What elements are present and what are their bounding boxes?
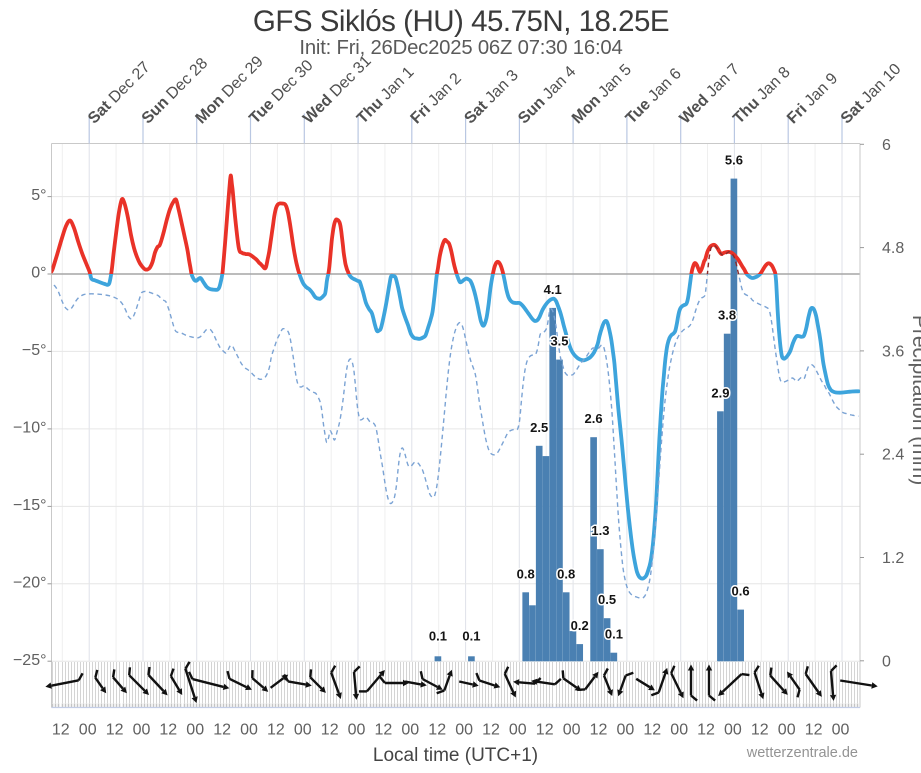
svg-text:12: 12 — [643, 722, 661, 739]
svg-text:0.1: 0.1 — [605, 627, 623, 642]
svg-text:00: 00 — [778, 722, 796, 739]
svg-text:0.1: 0.1 — [462, 629, 480, 644]
svg-text:wetterzentrale.de: wetterzentrale.de — [746, 745, 858, 761]
svg-text:2.6: 2.6 — [585, 411, 603, 426]
svg-text:4.1: 4.1 — [544, 282, 562, 297]
svg-text:12: 12 — [428, 722, 446, 739]
svg-text:−20°: −20° — [13, 574, 47, 591]
svg-text:00: 00 — [724, 722, 742, 739]
svg-text:−25°: −25° — [13, 652, 47, 669]
svg-text:0°: 0° — [31, 265, 46, 282]
svg-text:00: 00 — [563, 722, 581, 739]
svg-text:0.6: 0.6 — [732, 584, 750, 599]
svg-text:00: 00 — [509, 722, 527, 739]
svg-text:12: 12 — [213, 722, 231, 739]
svg-text:0.5: 0.5 — [598, 592, 616, 607]
svg-text:12: 12 — [267, 722, 285, 739]
svg-text:12: 12 — [106, 722, 124, 739]
svg-text:00: 00 — [186, 722, 204, 739]
svg-text:6: 6 — [882, 137, 891, 154]
svg-text:12: 12 — [321, 722, 339, 739]
svg-text:12: 12 — [482, 722, 500, 739]
svg-text:Precipitation (mm): Precipitation (mm) — [908, 315, 921, 485]
svg-text:12: 12 — [751, 722, 769, 739]
svg-text:00: 00 — [240, 722, 258, 739]
svg-text:00: 00 — [670, 722, 688, 739]
svg-text:5°: 5° — [31, 187, 46, 204]
svg-text:2.5: 2.5 — [530, 420, 548, 435]
svg-text:−5°: −5° — [22, 342, 47, 359]
svg-text:−15°: −15° — [13, 497, 47, 514]
svg-text:3.5: 3.5 — [550, 334, 568, 349]
svg-text:00: 00 — [133, 722, 151, 739]
svg-text:12: 12 — [805, 722, 823, 739]
svg-text:GFS Siklós (HU) 45.75N, 18.25E: GFS Siklós (HU) 45.75N, 18.25E — [253, 5, 669, 38]
svg-text:00: 00 — [294, 722, 312, 739]
svg-text:1.3: 1.3 — [591, 523, 609, 538]
svg-text:Local time (UTC+1): Local time (UTC+1) — [373, 745, 538, 766]
svg-text:0.2: 0.2 — [571, 618, 589, 633]
svg-text:2.9: 2.9 — [711, 385, 729, 400]
svg-text:1.2: 1.2 — [882, 550, 904, 567]
svg-text:12: 12 — [697, 722, 715, 739]
svg-text:12: 12 — [590, 722, 608, 739]
svg-text:00: 00 — [832, 722, 850, 739]
svg-text:00: 00 — [79, 722, 97, 739]
svg-text:00: 00 — [348, 722, 366, 739]
svg-text:12: 12 — [52, 722, 70, 739]
svg-text:3.6: 3.6 — [882, 343, 904, 360]
svg-text:5.6: 5.6 — [725, 153, 743, 168]
svg-text:00: 00 — [617, 722, 635, 739]
svg-text:Init: Fri, 26Dec2025 06Z 07:30: Init: Fri, 26Dec2025 06Z 07:30 16:04 — [299, 37, 622, 59]
svg-text:0: 0 — [882, 653, 891, 670]
svg-text:3.8: 3.8 — [718, 308, 736, 323]
svg-text:00: 00 — [401, 722, 419, 739]
svg-text:0.1: 0.1 — [429, 629, 447, 644]
svg-text:12: 12 — [375, 722, 393, 739]
svg-text:0.8: 0.8 — [557, 566, 575, 581]
svg-text:12: 12 — [159, 722, 177, 739]
svg-text:−10°: −10° — [13, 419, 47, 436]
svg-text:4.8: 4.8 — [882, 240, 904, 257]
svg-text:0.8: 0.8 — [517, 566, 535, 581]
svg-text:00: 00 — [455, 722, 473, 739]
svg-text:12: 12 — [536, 722, 554, 739]
svg-text:2.4: 2.4 — [882, 447, 904, 464]
